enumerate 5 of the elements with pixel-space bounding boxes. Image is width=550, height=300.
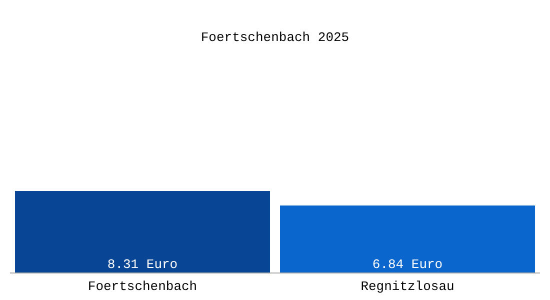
x-tick-label: Regnitzlosau bbox=[360, 279, 454, 294]
x-tick-label: Foertschenbach bbox=[88, 279, 198, 294]
data-label: 8.31 Euro bbox=[107, 257, 178, 272]
data-label: 6.84 Euro bbox=[372, 257, 443, 272]
chart-title: Foertschenbach 2025 bbox=[200, 30, 350, 45]
